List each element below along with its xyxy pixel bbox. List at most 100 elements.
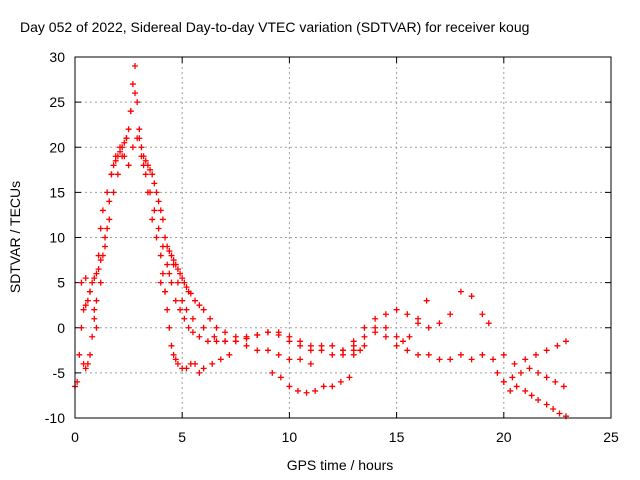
data-point <box>500 351 507 358</box>
data-point <box>192 297 199 304</box>
data-point <box>102 243 109 250</box>
data-point <box>121 153 128 160</box>
data-point <box>320 383 327 390</box>
data-point <box>174 266 181 273</box>
data-point <box>425 351 432 358</box>
data-point <box>153 234 160 241</box>
x-tick-label: 10 <box>282 429 298 445</box>
series-track-e <box>269 369 353 396</box>
data-point <box>350 351 357 358</box>
data-point <box>275 351 282 358</box>
data-point <box>189 315 196 322</box>
data-point <box>82 365 89 372</box>
data-point <box>556 410 563 417</box>
data-point <box>222 338 229 345</box>
data-point <box>200 306 207 313</box>
y-tick-label: -10 <box>45 410 65 426</box>
data-point <box>110 162 117 169</box>
data-point <box>157 252 164 259</box>
data-point <box>543 347 550 354</box>
data-point <box>307 347 314 354</box>
data-point <box>196 302 203 309</box>
data-point <box>382 324 389 331</box>
data-point <box>423 297 430 304</box>
data-point <box>95 252 102 259</box>
data-point <box>106 198 113 205</box>
data-point <box>393 306 400 313</box>
data-point <box>166 270 173 277</box>
data-point <box>102 234 109 241</box>
data-point <box>425 324 432 331</box>
data-point <box>147 166 154 173</box>
data-point <box>554 342 561 349</box>
data-point <box>140 162 147 169</box>
data-point <box>535 396 542 403</box>
data-point <box>181 279 188 286</box>
data-point <box>93 324 100 331</box>
data-point <box>217 356 224 363</box>
data-point <box>125 126 132 133</box>
data-point <box>372 315 379 322</box>
data-point <box>155 198 162 205</box>
data-point <box>183 284 190 291</box>
data-point <box>125 162 132 169</box>
data-point <box>361 324 368 331</box>
data-point <box>174 279 181 286</box>
data-point <box>264 347 271 354</box>
x-tick-label: 15 <box>389 429 405 445</box>
data-point <box>318 347 325 354</box>
data-point <box>207 315 214 322</box>
data-point <box>149 171 156 178</box>
data-point <box>168 252 175 259</box>
data-point <box>485 320 492 327</box>
data-point <box>192 360 199 367</box>
data-point <box>415 315 422 322</box>
data-point <box>350 338 357 345</box>
data-point <box>254 331 261 338</box>
data-point <box>151 180 158 187</box>
data-point <box>303 389 310 396</box>
data-point <box>82 275 89 282</box>
data-point <box>164 306 171 313</box>
data-point <box>213 338 220 345</box>
y-tick-label: 10 <box>49 230 65 246</box>
data-point <box>89 333 96 340</box>
data-point <box>226 351 233 358</box>
data-point <box>177 270 184 277</box>
data-point <box>406 333 413 340</box>
data-point <box>447 311 454 318</box>
data-point <box>142 157 149 164</box>
data-point <box>168 279 175 286</box>
data-point <box>121 139 128 146</box>
data-point <box>134 135 141 142</box>
data-point <box>95 266 102 273</box>
data-point <box>490 356 497 363</box>
data-point <box>196 369 203 376</box>
data-point <box>170 261 177 268</box>
data-point <box>550 405 557 412</box>
data-point <box>93 297 100 304</box>
data-point <box>132 63 139 70</box>
data-point <box>82 302 89 309</box>
data-point <box>97 225 104 232</box>
series-track-b <box>78 90 233 376</box>
data-point <box>185 324 192 331</box>
data-point <box>393 342 400 349</box>
data-point <box>337 378 344 385</box>
data-point <box>157 279 164 286</box>
data-point <box>91 306 98 313</box>
data-point <box>106 216 113 223</box>
data-point <box>507 387 514 394</box>
x-tick-label: 20 <box>496 429 512 445</box>
data-point <box>172 356 179 363</box>
data-point <box>179 297 186 304</box>
data-point <box>162 288 169 295</box>
data-point <box>457 351 464 358</box>
data-point <box>457 288 464 295</box>
data-point <box>108 171 115 178</box>
data-point <box>179 275 186 282</box>
data-point <box>89 279 96 286</box>
data-point <box>447 356 454 363</box>
data-point <box>275 331 282 338</box>
y-tick-label: 30 <box>49 49 65 65</box>
